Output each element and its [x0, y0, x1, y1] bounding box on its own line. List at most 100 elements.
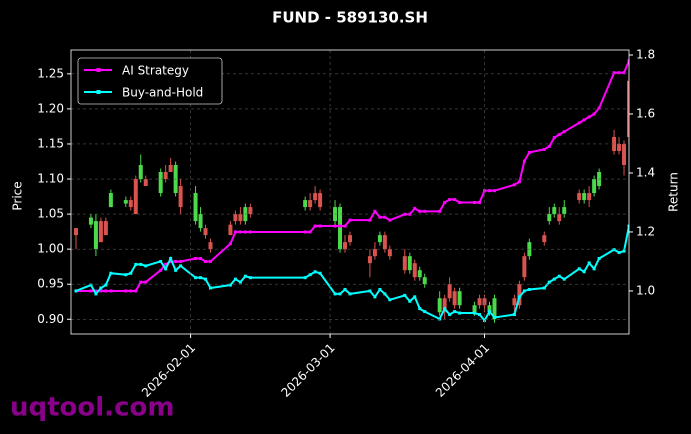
line-marker [517, 295, 521, 299]
line-marker [597, 106, 601, 110]
line-marker [199, 276, 203, 280]
line-marker [134, 289, 138, 293]
line-marker [622, 249, 626, 253]
line-marker [478, 200, 482, 204]
y-tick-label: 1.05 [37, 207, 64, 221]
line-marker [179, 264, 183, 268]
candle-body [128, 200, 133, 208]
candle-body [73, 228, 78, 236]
line-marker [248, 230, 252, 234]
line-marker [233, 230, 237, 234]
candle-body [382, 235, 387, 250]
line-marker [164, 267, 168, 271]
line-marker [438, 209, 442, 213]
line-marker [89, 289, 93, 293]
line-marker [313, 224, 317, 228]
candle-body [248, 207, 253, 215]
candle-body [372, 249, 377, 257]
line-marker [199, 257, 203, 261]
line-marker [582, 270, 586, 274]
line-marker [547, 280, 551, 284]
candle-body [452, 291, 457, 306]
line-marker [228, 283, 232, 287]
line-marker [418, 307, 422, 311]
line-marker [74, 289, 78, 293]
candle-body [158, 172, 163, 194]
candle-body [622, 143, 627, 166]
line-marker [542, 147, 546, 151]
line-marker [303, 276, 307, 280]
candle-body [442, 298, 447, 313]
line-marker [248, 276, 252, 280]
x-tick-label: 2026-03-01 [278, 341, 337, 400]
line-marker [313, 270, 317, 274]
line-marker [169, 257, 173, 261]
line-marker [348, 292, 352, 296]
candle-body [402, 256, 407, 271]
line-marker [194, 276, 198, 280]
line-marker [144, 280, 148, 284]
line-marker [522, 289, 526, 293]
candle-body [193, 193, 198, 222]
candle-body [517, 284, 522, 306]
line-marker [582, 118, 586, 122]
line-marker [527, 150, 531, 154]
line-marker [552, 136, 556, 140]
line-marker [552, 277, 556, 281]
line-marker [423, 310, 427, 314]
candle-body [472, 305, 477, 313]
candle-body [98, 221, 103, 243]
line-marker [562, 277, 566, 281]
y2-tick-label: 1.4 [636, 165, 655, 179]
y2-tick-label: 1.6 [636, 106, 655, 120]
candle-body [138, 165, 143, 180]
candle-body [233, 214, 238, 222]
line-marker [512, 183, 516, 187]
candle-body [587, 193, 592, 201]
line-marker [134, 262, 138, 266]
candle-body [512, 298, 517, 306]
line-marker [338, 224, 342, 228]
legend-marker [96, 90, 101, 94]
candle-body [457, 291, 462, 306]
chart-title: FUND - 589130.SH [272, 9, 428, 27]
line-marker [617, 71, 621, 75]
candle-body [557, 214, 562, 222]
legend-label: Buy-and-Hold [122, 86, 203, 100]
line-marker [473, 200, 477, 204]
candle-body [417, 270, 422, 278]
candle-body [343, 242, 348, 250]
y-tick-label: 0.95 [37, 277, 64, 291]
candle-body [422, 277, 427, 285]
y-tick-label: 0.90 [37, 312, 64, 326]
candle-body [198, 214, 203, 229]
candle-body [308, 200, 313, 208]
line-marker [443, 200, 447, 204]
line-marker [492, 315, 496, 319]
line-marker [104, 283, 108, 287]
line-marker [94, 289, 98, 293]
line-marker [448, 313, 452, 317]
line-marker [238, 280, 242, 284]
line-marker [308, 230, 312, 234]
line-marker [488, 189, 491, 193]
line-marker [318, 271, 322, 275]
line-marker [159, 268, 163, 272]
line-marker [179, 259, 183, 263]
line-marker [303, 230, 307, 234]
line-marker [458, 200, 462, 204]
line-marker [338, 292, 342, 296]
line-marker [527, 287, 531, 291]
line-marker [408, 299, 412, 303]
line-marker [308, 273, 312, 277]
line-marker [612, 248, 616, 252]
line-marker [373, 295, 377, 299]
line-marker [557, 133, 561, 137]
line-marker [403, 293, 407, 297]
line-marker [587, 261, 591, 265]
line-marker [169, 259, 173, 263]
line-marker [378, 215, 382, 219]
line-marker [547, 144, 551, 148]
line-marker [627, 59, 629, 63]
